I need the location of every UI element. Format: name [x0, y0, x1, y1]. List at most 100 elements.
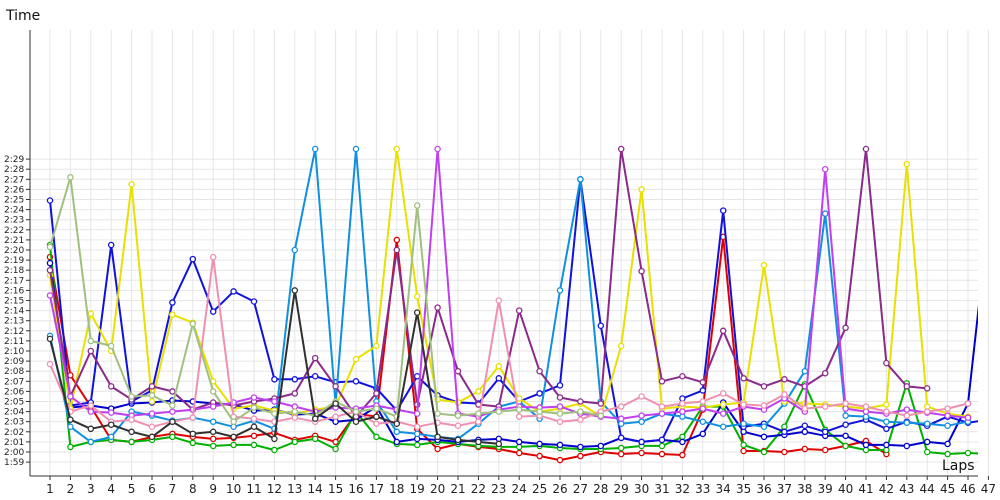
- data-point: [658, 378, 666, 385]
- data-point: [658, 442, 666, 450]
- data-point: [230, 433, 237, 441]
- series-line: [49, 176, 601, 423]
- data-point: [515, 449, 523, 457]
- data-point: [617, 444, 625, 452]
- y-tick-label: 2:25: [4, 196, 24, 206]
- data-point: [658, 450, 666, 458]
- data-point: [46, 243, 54, 251]
- data-point: [536, 390, 543, 397]
- y-tick-label: 2:12: [4, 327, 24, 337]
- data-point: [352, 355, 360, 363]
- data-point: [169, 418, 176, 425]
- data-point: [67, 174, 74, 181]
- series-11: [46, 287, 503, 448]
- data-point: [393, 438, 401, 446]
- data-point: [638, 267, 645, 275]
- y-axis-ticks: 1:592:002:012:022:032:042:052:062:072:08…: [4, 155, 30, 468]
- data-point: [413, 430, 421, 438]
- x-tick-label: 14: [308, 482, 323, 496]
- data-point: [821, 369, 829, 377]
- data-point: [87, 310, 95, 317]
- x-tick-label: 6: [148, 482, 156, 496]
- data-point: [393, 428, 401, 436]
- data-point: [597, 322, 605, 329]
- data-point: [699, 379, 707, 386]
- data-point: [67, 423, 74, 430]
- data-point: [46, 266, 54, 274]
- data-point: [842, 432, 849, 440]
- data-point: [87, 402, 95, 409]
- series-9: [46, 253, 972, 430]
- data-point: [250, 404, 258, 411]
- data-point: [475, 410, 482, 417]
- data-point: [230, 418, 237, 425]
- data-point: [515, 395, 523, 402]
- x-tick-label: 12: [267, 482, 282, 496]
- y-tick-label: 2:08: [4, 367, 24, 377]
- x-tick-label: 42: [879, 482, 894, 496]
- data-point: [311, 372, 319, 380]
- data-point: [821, 210, 829, 217]
- y-tick-label: 2:13: [4, 317, 24, 327]
- data-point: [169, 311, 176, 318]
- data-point: [169, 408, 176, 415]
- data-point: [413, 423, 421, 430]
- y-tick-label: 2:20: [4, 246, 24, 256]
- data-point: [638, 393, 645, 400]
- data-point: [536, 440, 543, 448]
- data-point: [740, 447, 747, 455]
- y-tick-label: 2:15: [4, 297, 24, 307]
- data-point: [311, 354, 319, 362]
- data-point: [638, 418, 645, 425]
- data-point: [148, 410, 156, 417]
- data-point: [903, 383, 911, 390]
- data-point: [475, 438, 482, 446]
- data-point: [46, 335, 54, 343]
- data-point: [740, 441, 747, 449]
- data-point: [128, 438, 135, 446]
- data-point: [679, 400, 686, 407]
- data-point: [638, 438, 645, 446]
- y-tick-label: 2:03: [4, 418, 24, 428]
- y-tick-label: 2:09: [4, 357, 24, 367]
- y-tick-label: 2:27: [4, 175, 24, 185]
- x-tick-label: 41: [858, 482, 873, 496]
- data-point: [169, 402, 176, 409]
- x-tick-label: 7: [169, 482, 177, 496]
- data-point: [577, 176, 584, 183]
- data-point: [67, 371, 74, 379]
- series-5: [46, 145, 972, 446]
- data-point: [923, 420, 931, 427]
- data-point: [719, 207, 727, 214]
- data-point: [352, 378, 360, 385]
- data-point: [230, 441, 237, 449]
- data-point: [679, 372, 686, 380]
- data-point: [189, 430, 197, 438]
- data-point: [597, 442, 605, 450]
- data-point: [250, 394, 258, 401]
- data-point: [801, 405, 809, 412]
- data-point: [944, 440, 951, 448]
- data-point: [699, 430, 707, 438]
- data-point: [169, 433, 176, 441]
- data-point: [373, 342, 380, 350]
- y-tick-label: 2:06: [4, 387, 24, 397]
- data-point: [923, 385, 931, 392]
- data-point: [638, 412, 645, 419]
- data-point: [209, 253, 217, 261]
- data-point: [944, 422, 951, 429]
- data-point: [373, 413, 380, 420]
- series-10: [46, 174, 605, 425]
- x-tick-label: 32: [675, 482, 690, 496]
- data-point: [250, 423, 258, 430]
- data-point: [740, 401, 747, 408]
- data-point: [719, 423, 727, 430]
- y-tick-label: 2:01: [4, 438, 24, 448]
- data-point: [291, 414, 299, 421]
- data-point: [67, 416, 74, 423]
- x-tick-label: 2: [67, 482, 75, 496]
- x-tick-label: 10: [226, 482, 241, 496]
- data-point: [291, 390, 299, 397]
- y-tick-label: 2:00: [4, 448, 24, 458]
